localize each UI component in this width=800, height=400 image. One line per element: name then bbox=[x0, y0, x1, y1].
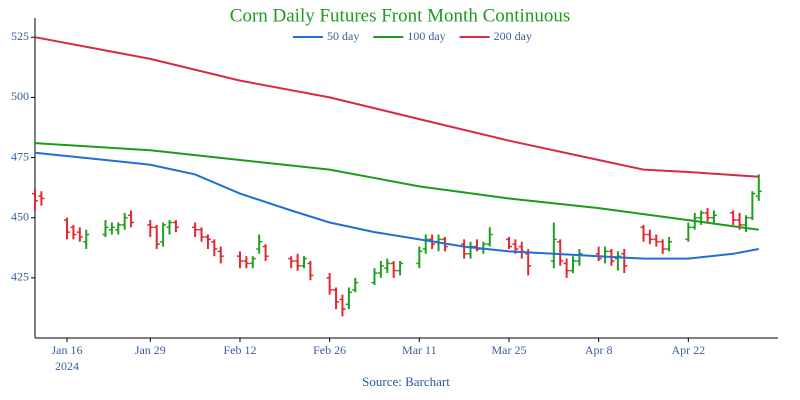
x-tick-label: Jan 16 bbox=[52, 343, 83, 357]
y-tick-label: 525 bbox=[11, 29, 29, 43]
x-tick-label: Apr 22 bbox=[671, 343, 705, 357]
y-tick-label: 475 bbox=[11, 149, 29, 163]
x-tick-label: Feb 12 bbox=[223, 343, 256, 357]
x-tick-label: Mar 11 bbox=[402, 343, 437, 357]
chart-title: Corn Daily Futures Front Month Continuou… bbox=[230, 5, 570, 26]
x-tick-label: Apr 8 bbox=[585, 343, 613, 357]
source-note: Source: Barchart bbox=[362, 374, 450, 389]
moving-average-line bbox=[34, 142, 759, 231]
x-tick-label: Jan 29 bbox=[135, 343, 166, 357]
x-tick-label: Mar 25 bbox=[491, 343, 526, 357]
y-tick-label: 450 bbox=[11, 209, 29, 223]
legend-label: 100 day bbox=[407, 29, 445, 43]
x-tick-year: 2024 bbox=[55, 359, 79, 373]
y-tick-label: 500 bbox=[11, 89, 29, 103]
x-tick-label: Feb 26 bbox=[313, 343, 346, 357]
legend-label: 200 day bbox=[494, 29, 532, 43]
moving-average-line bbox=[34, 151, 759, 260]
moving-average-line bbox=[34, 36, 759, 178]
legend-label: 50 day bbox=[327, 29, 359, 43]
y-tick-label: 425 bbox=[11, 270, 29, 284]
